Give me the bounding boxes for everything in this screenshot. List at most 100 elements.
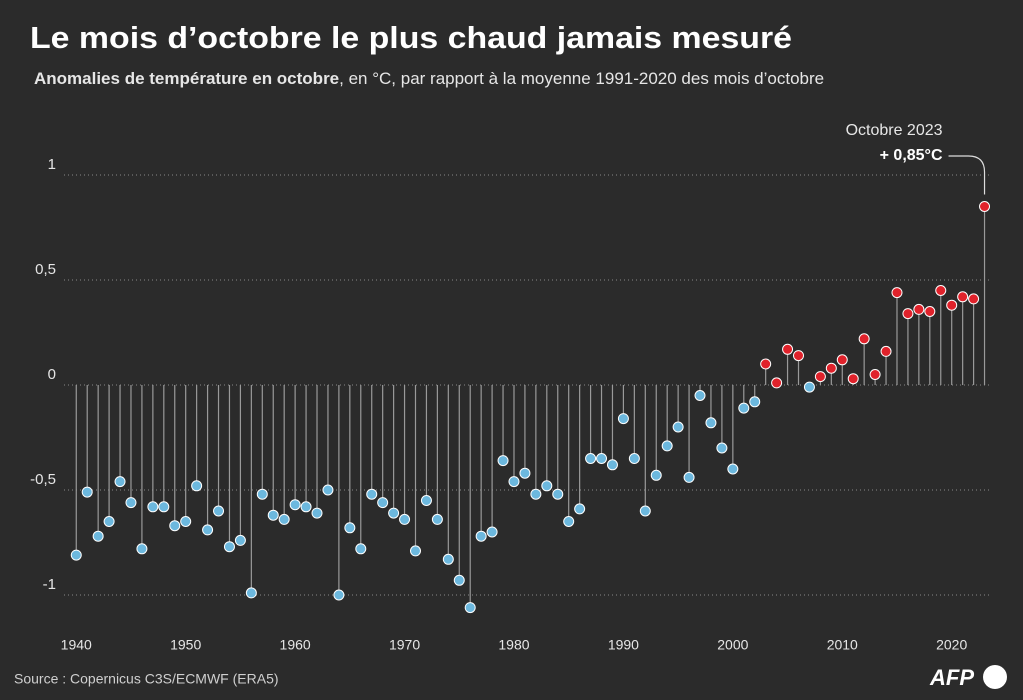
subtitle: , en °C, par rapport à la moyenne 1991-2… — [339, 69, 824, 88]
dot — [431, 513, 443, 525]
dot — [92, 530, 104, 542]
dot — [716, 442, 728, 454]
dot — [913, 303, 925, 315]
dot — [957, 291, 969, 303]
dot — [191, 480, 203, 492]
dot — [596, 453, 608, 464]
logo-circle — [983, 665, 1007, 689]
dot — [278, 513, 290, 525]
annotation-title: Octobre 2023 — [846, 122, 943, 139]
dot — [245, 587, 257, 599]
dot — [202, 524, 214, 536]
subtitle-bold: Anomalies de température en octobre — [34, 69, 339, 88]
dot — [442, 553, 454, 565]
dot — [377, 497, 389, 509]
x-tick-label: 2000 — [717, 637, 748, 653]
dot — [771, 377, 783, 389]
dot — [946, 299, 958, 311]
y-tick-label: 0 — [48, 366, 56, 383]
dot — [617, 413, 629, 425]
y-tick-label: -1 — [43, 576, 56, 593]
dot — [169, 520, 181, 532]
dot — [180, 516, 192, 527]
dot — [322, 484, 334, 496]
dot — [114, 476, 126, 488]
chart-title: Le mois d’octobre le plus chaud jamais m… — [30, 20, 792, 55]
dot — [223, 541, 235, 553]
dot — [464, 602, 476, 614]
y-tick-label: -0,5 — [30, 471, 56, 488]
dot — [628, 453, 640, 464]
x-tick-label: 1970 — [389, 637, 420, 653]
dot — [355, 543, 367, 555]
dot — [475, 530, 487, 542]
x-tick-label: 2010 — [827, 637, 858, 653]
dot — [70, 549, 82, 561]
y-tick-label: 1 — [48, 156, 56, 173]
dot — [399, 513, 411, 525]
dot — [234, 534, 246, 546]
dot — [869, 369, 881, 380]
dot — [125, 497, 137, 509]
source: Source : Copernicus C3S/ECMWF (ERA5) — [14, 671, 279, 687]
dot — [147, 501, 159, 513]
dot — [585, 453, 597, 464]
dot — [311, 507, 323, 519]
dot — [388, 507, 400, 519]
dot — [880, 345, 892, 357]
x-tick-label: 1960 — [280, 637, 311, 653]
dot — [782, 343, 794, 355]
dot — [497, 455, 509, 467]
dot — [979, 201, 991, 212]
dot — [836, 354, 848, 366]
dot — [541, 480, 553, 492]
dot — [738, 402, 750, 414]
x-tick-label: 1980 — [498, 637, 529, 653]
dot — [574, 503, 586, 515]
dot — [552, 488, 564, 500]
dot — [760, 358, 772, 370]
dot — [530, 488, 542, 500]
dot — [81, 486, 93, 498]
dot — [606, 459, 618, 471]
dot — [267, 509, 279, 521]
dot — [453, 574, 465, 586]
dot — [792, 350, 804, 362]
dot — [563, 516, 575, 527]
dot — [300, 501, 312, 513]
dot — [650, 469, 662, 481]
dot — [508, 476, 520, 488]
dot — [289, 499, 301, 511]
dot — [803, 381, 815, 393]
x-tick-label: 2020 — [936, 637, 967, 653]
x-tick-label: 1940 — [61, 637, 92, 653]
dot — [333, 589, 345, 601]
dot — [103, 516, 115, 527]
dot — [727, 463, 739, 475]
dot — [891, 287, 903, 299]
x-tick-label: 1950 — [170, 637, 201, 653]
dot — [935, 285, 947, 296]
logo: AFP — [929, 665, 974, 690]
dot — [968, 293, 980, 305]
dot — [639, 505, 651, 517]
dot — [705, 417, 717, 429]
dot — [847, 373, 859, 385]
dot — [694, 390, 706, 401]
dot — [136, 543, 148, 555]
dot — [902, 308, 914, 320]
dot — [825, 362, 837, 374]
dot — [158, 501, 170, 513]
annotation-label: + 0,85°C — [880, 147, 943, 164]
dot — [256, 488, 268, 500]
dot — [486, 526, 498, 538]
y-tick-label: 0,5 — [35, 261, 56, 278]
dot — [672, 421, 684, 433]
dot — [924, 306, 936, 317]
dot — [858, 333, 870, 345]
dot — [749, 396, 761, 408]
dot — [344, 522, 356, 534]
dot — [683, 471, 695, 483]
dot — [366, 488, 378, 500]
